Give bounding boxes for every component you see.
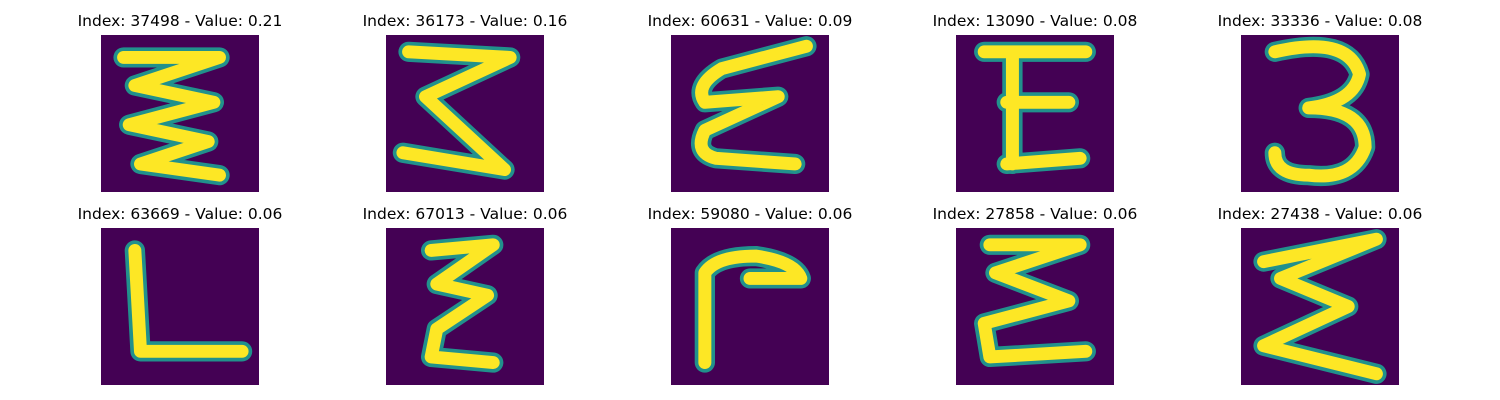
digit-image xyxy=(1241,228,1399,385)
digit-image xyxy=(1241,35,1399,192)
panel-title: Index: 59080 - Value: 0.06 xyxy=(647,205,853,223)
digit-image xyxy=(956,228,1114,385)
digit-image xyxy=(101,228,259,385)
panel-title: Index: 27438 - Value: 0.06 xyxy=(1217,205,1423,223)
panel-title: Index: 37498 - Value: 0.21 xyxy=(77,12,283,30)
digit-image xyxy=(671,35,829,192)
digit-image xyxy=(386,35,544,192)
digit-image xyxy=(101,35,259,192)
panel-title: Index: 13090 - Value: 0.08 xyxy=(932,12,1138,30)
panel-title: Index: 27858 - Value: 0.06 xyxy=(932,205,1138,223)
stroke-core xyxy=(698,249,808,370)
stroke-core xyxy=(424,238,500,370)
stroke-core xyxy=(117,50,226,182)
stroke-core xyxy=(977,45,1093,171)
panel-title: Index: 36173 - Value: 0.16 xyxy=(362,12,568,30)
stroke-core xyxy=(1268,40,1372,183)
panel-title: Index: 60631 - Value: 0.09 xyxy=(647,12,853,30)
digit-image xyxy=(386,228,544,385)
digit-image xyxy=(671,228,829,385)
panel-title: Index: 33336 - Value: 0.08 xyxy=(1217,12,1423,30)
stroke-core xyxy=(128,243,249,358)
panel-title: Index: 67013 - Value: 0.06 xyxy=(362,205,568,223)
stroke-core xyxy=(1257,232,1383,381)
panel-title: Index: 63669 - Value: 0.06 xyxy=(77,205,283,223)
image-background xyxy=(101,228,259,385)
stroke-core xyxy=(977,238,1093,364)
stroke-core xyxy=(396,45,517,177)
stroke-core xyxy=(694,39,813,171)
digit-image xyxy=(956,35,1114,192)
